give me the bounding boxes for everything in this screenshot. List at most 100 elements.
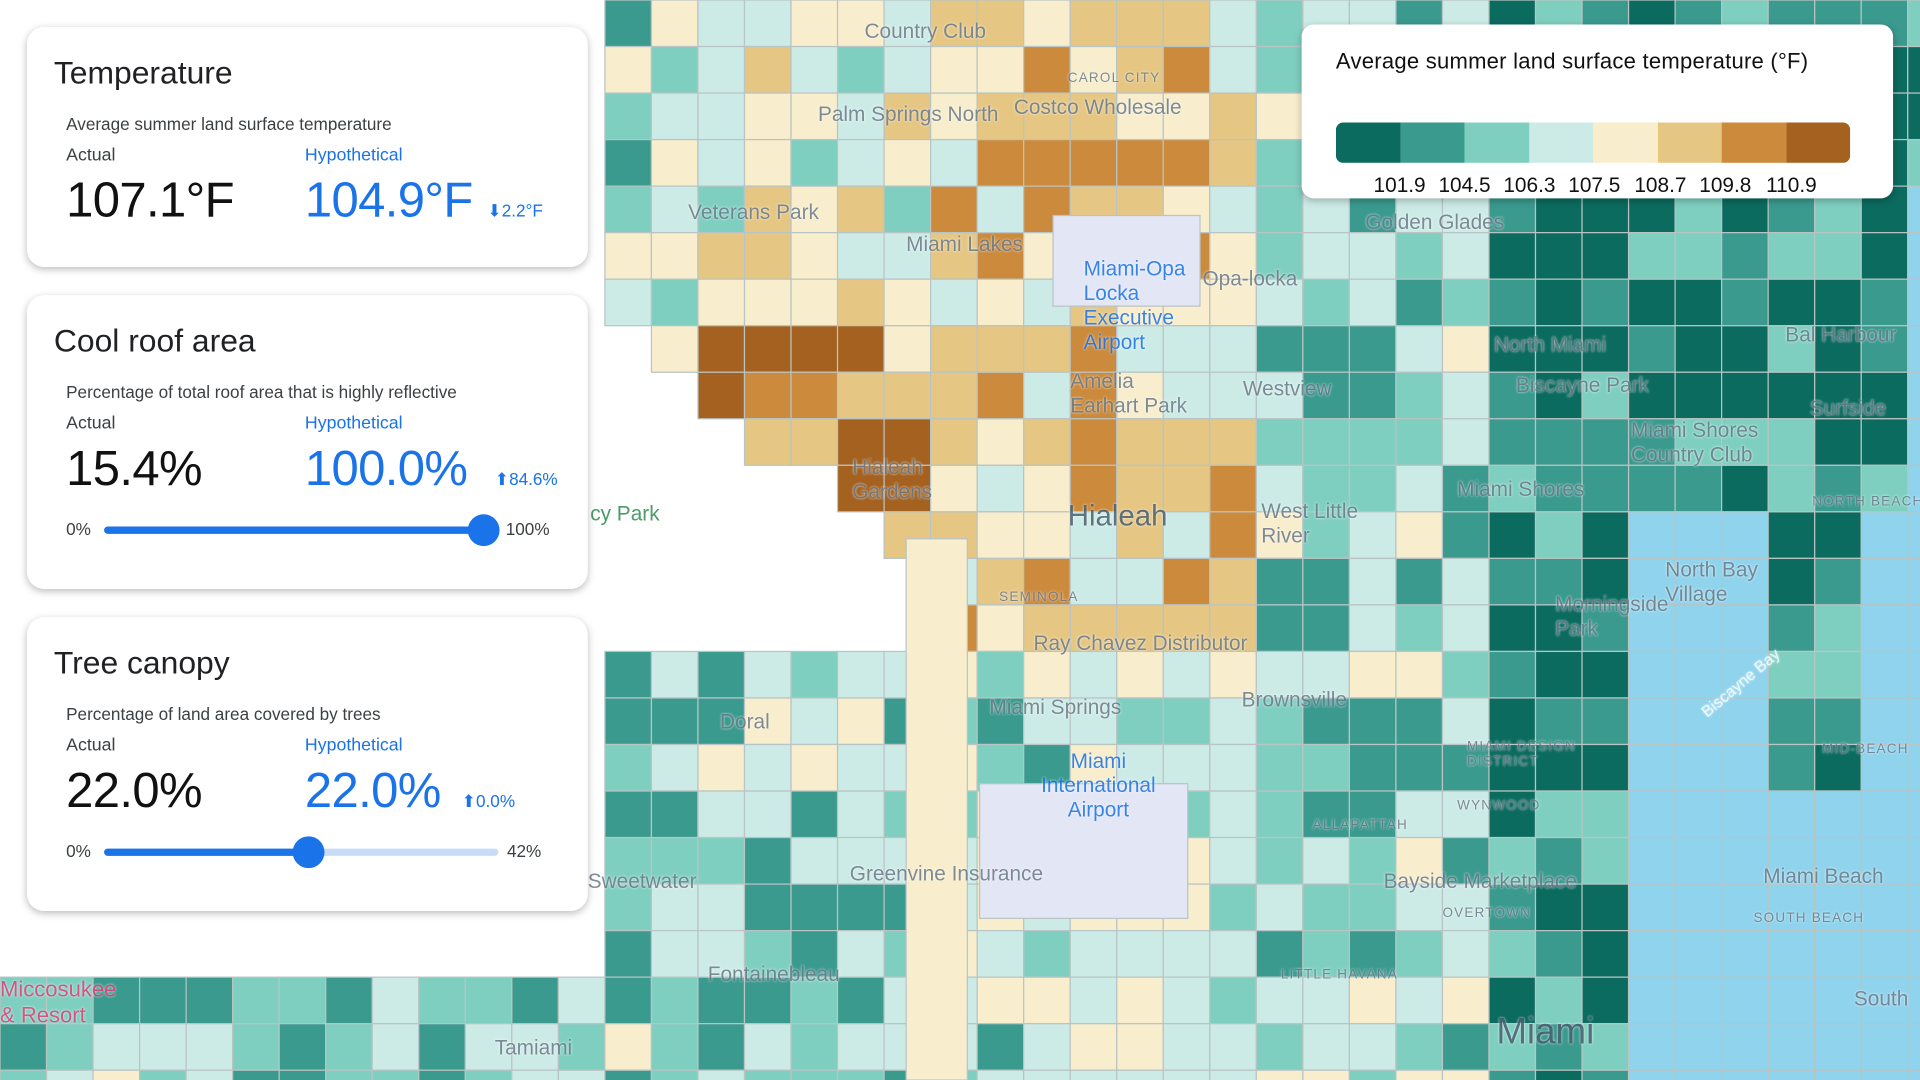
map-block bbox=[1209, 418, 1257, 466]
map-block bbox=[1907, 45, 1920, 94]
legend-swatch bbox=[1528, 122, 1594, 163]
map-block bbox=[1302, 930, 1351, 978]
map-label: NORTH BEACH bbox=[1812, 494, 1920, 510]
map-block bbox=[743, 976, 792, 1025]
map-block bbox=[976, 976, 1025, 1025]
water-area bbox=[1721, 836, 1769, 885]
map-block bbox=[1348, 418, 1397, 466]
map-block bbox=[1441, 511, 1490, 559]
map-block bbox=[1255, 0, 1304, 48]
map-block bbox=[1581, 930, 1630, 978]
map-label: Opa-locka bbox=[1202, 266, 1298, 291]
legend-tick: 107.5 bbox=[1568, 173, 1621, 198]
map-label: Amelia Earhart Park bbox=[1070, 369, 1188, 418]
map-block bbox=[1255, 697, 1304, 746]
map-block bbox=[45, 976, 94, 1025]
airport-area bbox=[1052, 214, 1201, 307]
map-block bbox=[138, 1023, 187, 1071]
water-area bbox=[1674, 930, 1723, 978]
map-block bbox=[743, 790, 792, 839]
map-block bbox=[1395, 930, 1444, 978]
water-area bbox=[1627, 790, 1676, 839]
map-label: Sweetwater bbox=[587, 869, 697, 893]
map-block bbox=[883, 464, 932, 513]
map-block bbox=[650, 697, 699, 746]
map-block bbox=[1116, 371, 1164, 420]
map-block bbox=[1116, 325, 1164, 373]
water-area bbox=[1907, 836, 1920, 885]
map-block bbox=[371, 1023, 420, 1071]
map-block bbox=[511, 1069, 559, 1080]
cool-roof-slider[interactable] bbox=[104, 514, 500, 547]
map-block bbox=[650, 1023, 699, 1071]
map-block bbox=[1023, 325, 1071, 373]
airport-label[interactable]: Miami-Opa Locka Executive Airport bbox=[1083, 257, 1186, 354]
map-block bbox=[930, 232, 978, 280]
map-block bbox=[1767, 697, 1816, 746]
map-block bbox=[1348, 976, 1397, 1025]
water-area bbox=[1907, 511, 1920, 559]
map-label: Golden Glades bbox=[1365, 210, 1505, 234]
water-area bbox=[1627, 697, 1676, 746]
map-label: MIAMI DESIGN DISTRICT bbox=[1466, 739, 1576, 769]
map-label: Veterans Park bbox=[688, 200, 819, 225]
map-block bbox=[1581, 976, 1630, 1025]
map-block bbox=[1488, 278, 1537, 327]
map-block bbox=[836, 0, 885, 48]
map-block bbox=[418, 976, 466, 1025]
map-block bbox=[1023, 371, 1071, 420]
map-block bbox=[1348, 883, 1397, 932]
map-block bbox=[976, 511, 1025, 559]
map-block bbox=[604, 138, 653, 187]
map-block bbox=[92, 1023, 141, 1071]
slider-thumb[interactable] bbox=[467, 514, 500, 547]
slider-thumb[interactable] bbox=[293, 836, 326, 869]
map-block bbox=[1255, 232, 1304, 280]
map-block bbox=[1534, 371, 1583, 420]
map-block bbox=[1488, 557, 1537, 606]
map-block bbox=[1302, 464, 1351, 513]
map-block bbox=[371, 1069, 420, 1080]
water-area bbox=[1814, 930, 1862, 978]
map-block bbox=[1162, 138, 1211, 187]
map-block bbox=[278, 1023, 327, 1071]
water-area bbox=[1627, 743, 1676, 792]
airport-label[interactable]: Miami International Airport bbox=[1041, 749, 1156, 822]
map-block bbox=[1814, 278, 1862, 327]
map-block bbox=[976, 45, 1025, 94]
map-block bbox=[1069, 930, 1118, 978]
legend-swatch bbox=[1593, 122, 1658, 163]
actual-label: Actual bbox=[66, 145, 116, 166]
tree-canopy-slider[interactable] bbox=[104, 836, 499, 869]
map-block bbox=[325, 1069, 373, 1080]
map-block bbox=[1395, 604, 1444, 653]
map-block bbox=[976, 930, 1025, 978]
map-block bbox=[464, 976, 513, 1025]
map-block bbox=[883, 325, 932, 373]
map-block bbox=[836, 1069, 885, 1080]
map-block bbox=[1209, 92, 1257, 141]
map-block bbox=[1581, 836, 1630, 885]
map-block bbox=[650, 743, 699, 792]
map-block bbox=[743, 883, 792, 932]
map-block bbox=[1860, 418, 1909, 466]
map-block bbox=[511, 976, 559, 1025]
map-block bbox=[1441, 1069, 1490, 1080]
map-block bbox=[185, 1069, 234, 1080]
map-block bbox=[790, 1023, 839, 1071]
map-block bbox=[1627, 325, 1676, 373]
map-block bbox=[1209, 0, 1257, 48]
map-block bbox=[604, 1023, 653, 1071]
map-block bbox=[790, 883, 839, 932]
map-block bbox=[1302, 418, 1351, 466]
arrow-up-icon: ⬆ bbox=[494, 468, 510, 489]
map-block bbox=[650, 1069, 699, 1080]
hypothetical-value: 104.9°F bbox=[304, 173, 473, 228]
map-block bbox=[1395, 464, 1444, 513]
map-block bbox=[604, 0, 653, 48]
map-block bbox=[650, 45, 699, 94]
map-block bbox=[650, 92, 699, 141]
legend-title: Average summer land surface temperature … bbox=[1335, 48, 1809, 74]
map-block bbox=[185, 976, 234, 1025]
poi-label[interactable]: Miccosukee & Resort bbox=[0, 977, 117, 1028]
